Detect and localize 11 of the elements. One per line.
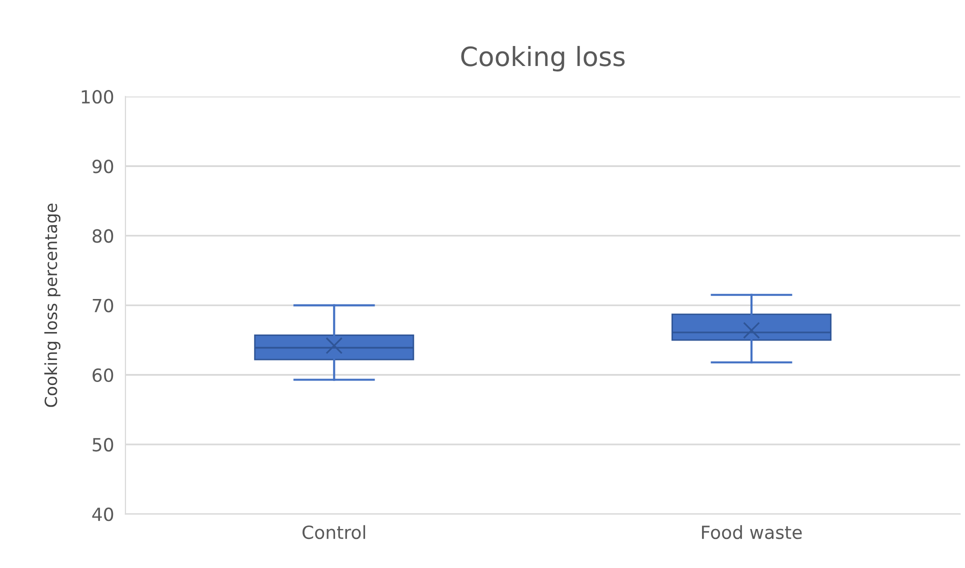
y-tick-label: 100 (82, 90, 114, 104)
y-tick-label: 90 (92, 160, 114, 174)
y-tick-label: 50 (92, 438, 114, 452)
x-tick-label: Food waste (702, 525, 802, 540)
y-tick-label: 60 (92, 368, 114, 382)
chart-title: Cooking loss (461, 46, 625, 72)
y-tick-label: 80 (92, 229, 114, 243)
y-tick-label: 70 (92, 298, 114, 312)
x-tick-label: Control (302, 525, 366, 540)
y-axis-title: Cooking loss percentage (44, 204, 60, 407)
y-tick-label: 40 (92, 508, 114, 522)
